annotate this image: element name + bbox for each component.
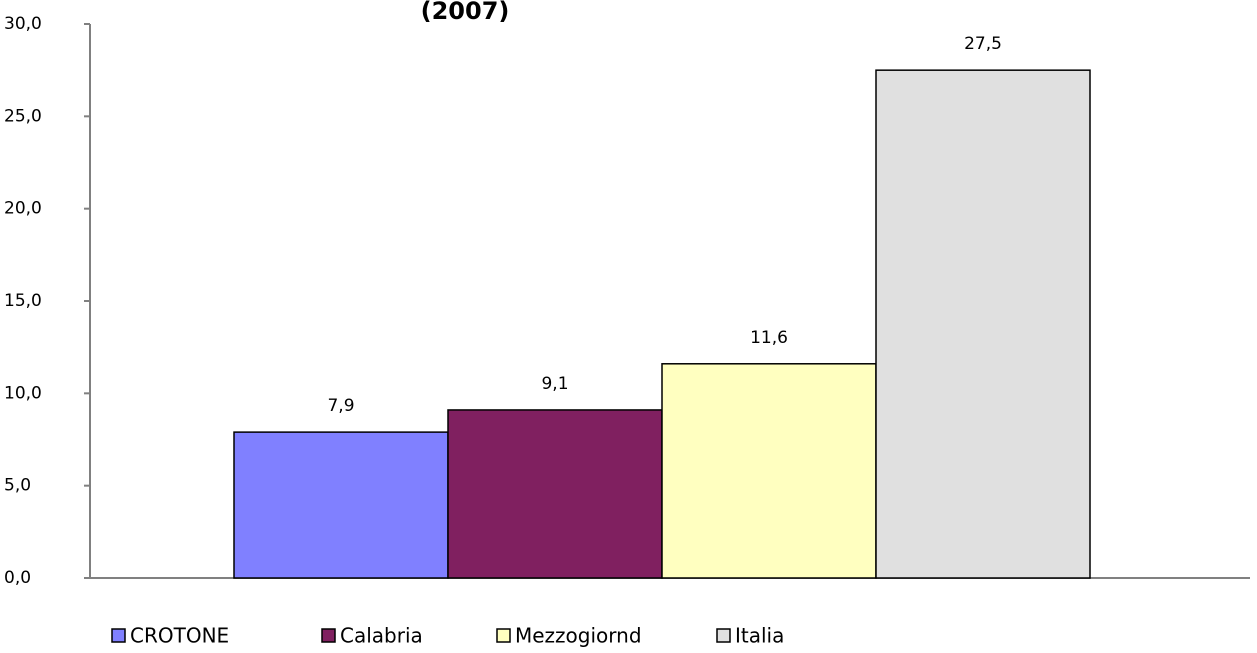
data-label: 9,1 [541, 374, 568, 394]
legend-swatch [716, 628, 731, 643]
y-tick-label: 30,0 [4, 14, 42, 34]
legend-swatch [321, 628, 336, 643]
y-tick-label: 25,0 [4, 106, 42, 126]
legend-swatch [111, 628, 126, 643]
chart-title: (2007) [421, 0, 510, 25]
bar [233, 431, 449, 579]
legend-label: Italia [735, 624, 784, 648]
y-tick-label: 10,0 [4, 383, 42, 403]
data-label: 27,5 [964, 34, 1002, 54]
bar [875, 69, 1091, 579]
y-tick-label: 5,0 [4, 476, 31, 496]
y-tick-label: 20,0 [4, 199, 42, 219]
bar [661, 363, 877, 579]
y-tick-label: 0,0 [4, 568, 31, 588]
data-label: 7,9 [327, 396, 354, 416]
data-label: 11,6 [750, 328, 788, 348]
legend-swatch [496, 628, 511, 643]
legend-label: Calabria [340, 624, 423, 648]
legend-label: CROTONE [130, 624, 229, 648]
legend-label: Mezzogiornd [515, 624, 642, 648]
y-tick-label: 15,0 [4, 291, 42, 311]
bar [447, 409, 663, 579]
